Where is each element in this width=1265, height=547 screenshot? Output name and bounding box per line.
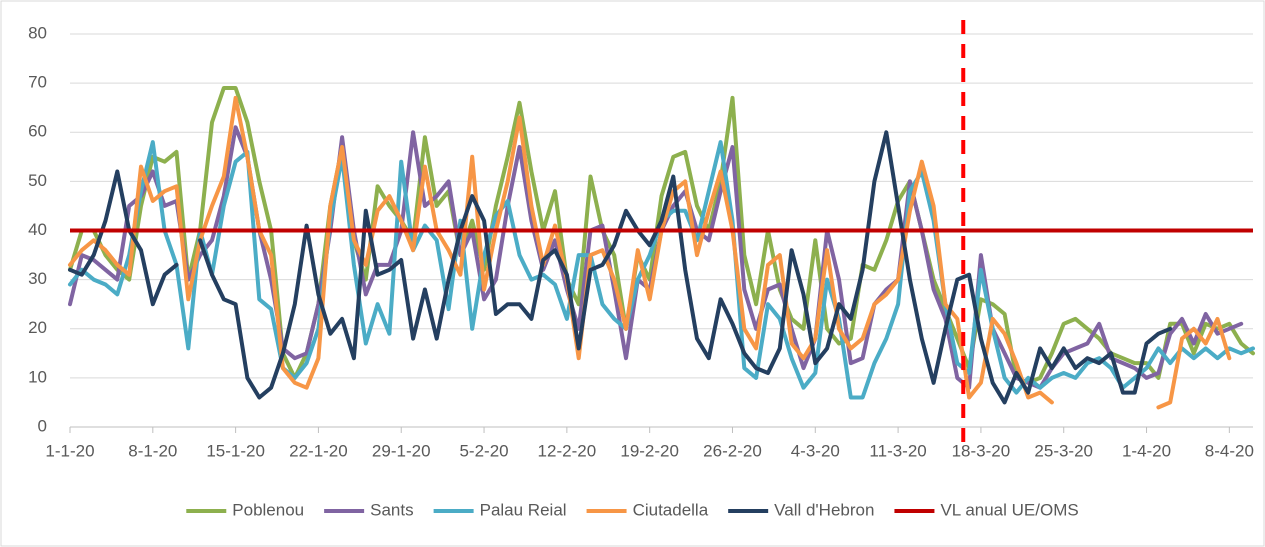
series-line <box>68 86 1255 385</box>
x-tick-label: 8-4-20 <box>1205 441 1254 460</box>
x-tick-label: 8-1-20 <box>128 441 177 460</box>
legend-label: Poblenou <box>232 500 304 519</box>
x-tick-label: 26-2-20 <box>703 441 762 460</box>
y-tick-label: 40 <box>28 220 47 239</box>
series-line <box>68 130 1173 405</box>
y-tick-label: 70 <box>28 73 47 92</box>
legend-label: VL anual UE/OMS <box>940 500 1078 519</box>
x-tick-label: 5-2-20 <box>459 441 508 460</box>
legend: Poblenou Sants Palau Reial Ciutadella Vall d… <box>186 500 1079 519</box>
y-tick-label: 20 <box>28 318 47 337</box>
y-tick-label: 50 <box>28 171 47 190</box>
x-tick-label: 4-3-20 <box>791 441 840 460</box>
legend-label: Ciutadella <box>633 500 709 519</box>
y-tick-label: 10 <box>28 367 47 386</box>
legend-label: Sants <box>370 500 413 519</box>
x-tick-label: 12-2-20 <box>538 441 597 460</box>
legend-label: Palau Reial <box>480 500 567 519</box>
series-line <box>68 95 1232 410</box>
x-tick-label: 1-1-20 <box>45 441 94 460</box>
legend-label: Vall d'Hebron <box>774 500 874 519</box>
x-tick-label: 19-2-20 <box>620 441 679 460</box>
x-tick-label: 22-1-20 <box>289 441 348 460</box>
x-tick-label: 11-3-20 <box>869 441 926 460</box>
x-tick-label: 29-1-20 <box>372 441 431 460</box>
y-tick-label: 0 <box>38 416 47 435</box>
y-tick-label: 60 <box>28 122 47 141</box>
x-tick-label: 1-4-20 <box>1122 441 1171 460</box>
y-tick-label: 80 <box>28 23 47 42</box>
y-tick-label: 30 <box>28 269 47 288</box>
x-tick-label: 18-3-20 <box>952 441 1011 460</box>
x-tick-label: 25-3-20 <box>1034 441 1093 460</box>
x-tick-label: 15-1-20 <box>206 441 265 460</box>
